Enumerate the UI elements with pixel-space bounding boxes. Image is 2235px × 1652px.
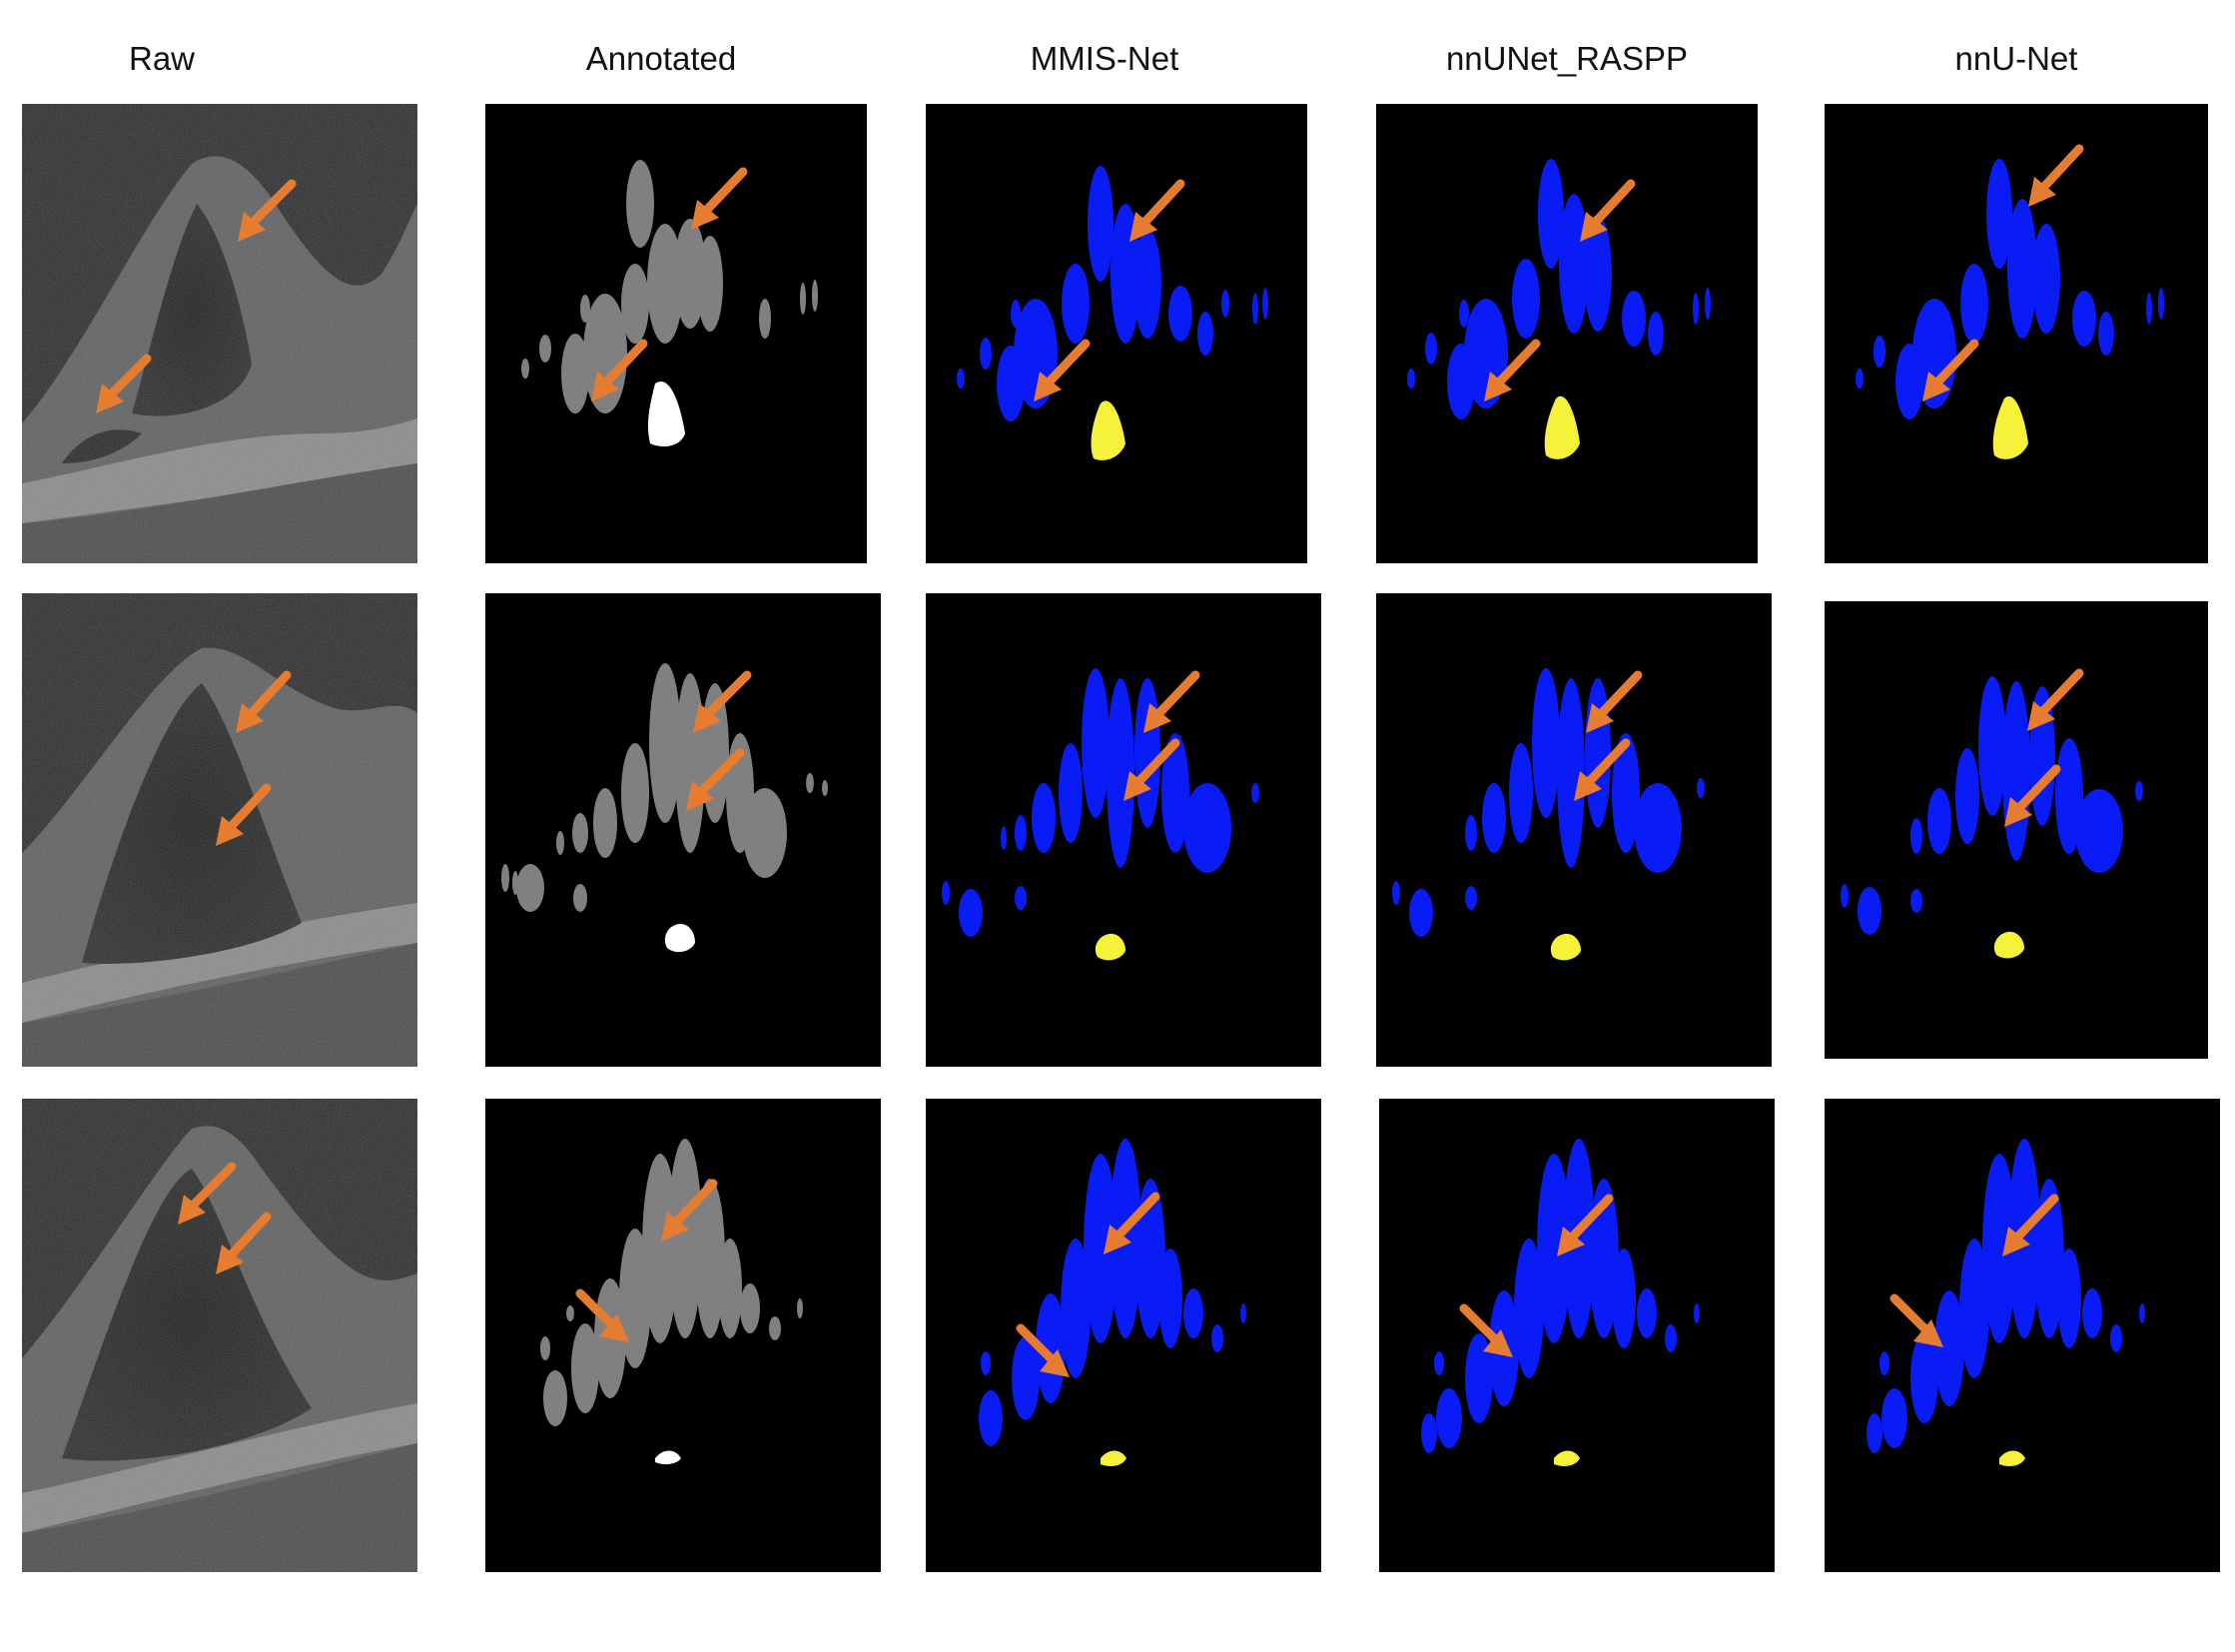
arrow-icon xyxy=(96,179,297,413)
arrow-icon xyxy=(575,1179,718,1342)
nnu-net-prediction xyxy=(1825,601,2208,1059)
arrow-icon xyxy=(1016,1192,1160,1377)
arrow-icon xyxy=(1574,670,1643,801)
arrow-icon xyxy=(1123,670,1200,801)
arrow-icon xyxy=(178,1162,272,1274)
column-header-raw: Raw xyxy=(128,40,196,77)
nnu-net-prediction xyxy=(1825,104,2208,563)
column-header-annotated: Annotated xyxy=(585,40,737,77)
oct-raw-image xyxy=(22,1099,417,1572)
arrow-icon xyxy=(591,167,748,402)
mmis-net-prediction xyxy=(926,104,1307,563)
annotated-mask xyxy=(485,104,867,563)
column-header-nnunet-raspp: nnUNet_RASPP xyxy=(1445,40,1689,77)
mmis-net-prediction xyxy=(926,1099,1321,1572)
nnunet-raspp-prediction xyxy=(1379,1099,1775,1572)
arrow-icon xyxy=(1459,1194,1614,1357)
column-header-nnu-net: nnU-Net xyxy=(1954,40,2078,77)
nnu-net-prediction xyxy=(1825,1099,2220,1572)
arrow-icon xyxy=(1889,1194,2059,1347)
arrow-icon xyxy=(1034,179,1185,402)
oct-raw-image xyxy=(22,593,417,1067)
annotated-mask xyxy=(485,593,881,1067)
annotated-mask xyxy=(485,1099,881,1572)
arrow-icon xyxy=(686,670,752,811)
nnunet-raspp-prediction xyxy=(1376,104,1758,563)
oct-raw-image xyxy=(22,104,417,563)
mmis-net-prediction xyxy=(926,593,1321,1067)
nnunet-raspp-prediction xyxy=(1376,593,1772,1067)
column-header-mmis-net: MMIS-Net xyxy=(1030,40,1179,77)
arrow-icon xyxy=(216,670,292,846)
arrow-icon xyxy=(1484,179,1636,402)
arrow-icon xyxy=(2004,668,2084,827)
arrow-icon xyxy=(1922,144,2084,402)
